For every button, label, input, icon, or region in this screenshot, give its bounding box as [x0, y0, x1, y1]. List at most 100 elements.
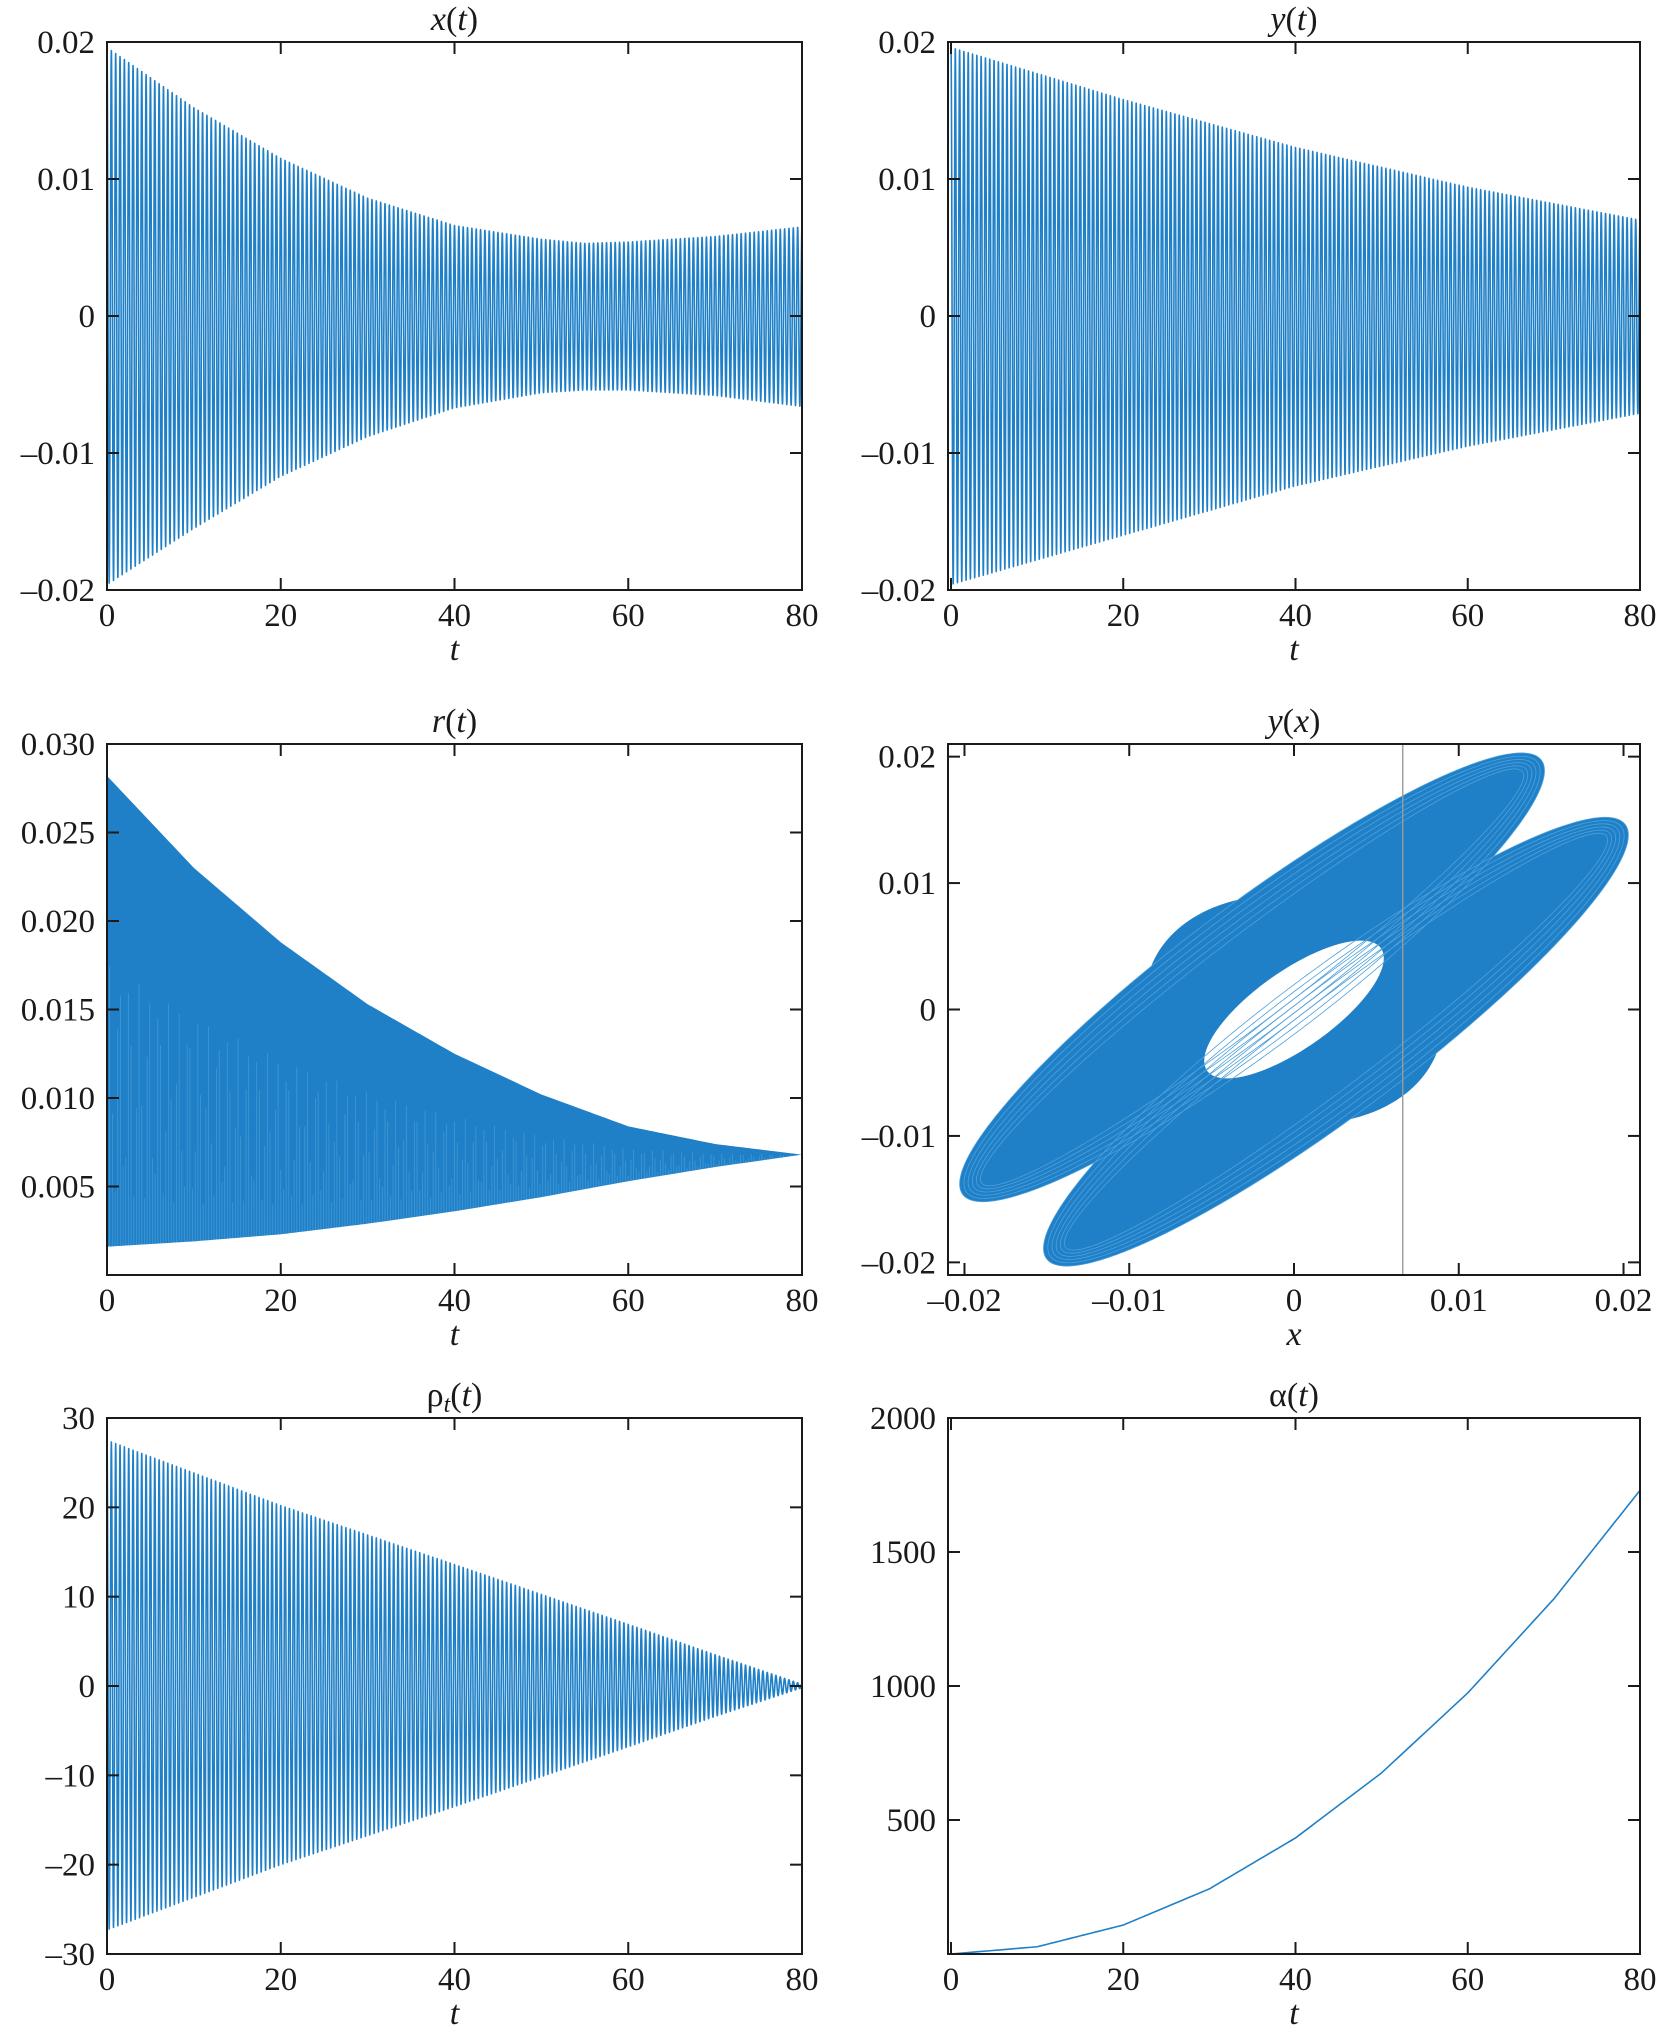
- series-line-x: [107, 47, 802, 584]
- x-axis-label: t: [450, 1995, 461, 2030]
- y-tick-label: 30: [62, 1401, 95, 1437]
- series-texture-r: [107, 966, 800, 1247]
- x-tick-label: 40: [438, 598, 471, 634]
- x-tick-label: 40: [438, 1962, 471, 1998]
- y-tick-label: –0.02: [861, 573, 936, 609]
- x-tick-label: 20: [264, 1283, 297, 1319]
- y-tick-label: 0.01: [878, 162, 936, 198]
- plot-area: [959, 744, 1629, 1275]
- y-tick-label: 0.02: [878, 740, 936, 776]
- x-axis-label: t: [450, 1316, 461, 1353]
- y-tick-label: 0.030: [21, 727, 95, 763]
- x-tick-label: 0: [99, 1962, 116, 1998]
- y-tick-label: –0.02: [20, 573, 95, 609]
- x-axis-label: t: [1289, 631, 1300, 668]
- series-line-y: [950, 47, 1640, 585]
- title-part: ρ: [427, 1377, 444, 1414]
- panel-title: ρt(t): [427, 1377, 483, 1418]
- y-tick-label: –10: [45, 1758, 96, 1794]
- x-tick-label: 0: [99, 1283, 116, 1319]
- x-tick-label: 20: [264, 598, 297, 634]
- title-part: t: [457, 1, 468, 38]
- x-tick-label: 60: [1451, 1962, 1484, 1998]
- x-tick-label: 60: [612, 598, 645, 634]
- y-tick-label: 0.02: [878, 25, 936, 61]
- x-tick-label: 40: [438, 1283, 471, 1319]
- y-tick-label: 500: [887, 1803, 937, 1839]
- y-tick-label: 0.005: [21, 1170, 95, 1206]
- title-part: y: [1265, 703, 1284, 740]
- x-tick-label: 80: [786, 1283, 819, 1319]
- title-part: x: [1293, 703, 1309, 740]
- panel-title: y(x): [1265, 703, 1321, 740]
- y-tick-label: –0.01: [861, 436, 936, 472]
- title-part: t: [1298, 1377, 1309, 1414]
- y-tick-label: –0.01: [20, 436, 95, 472]
- title-part: r: [432, 703, 446, 740]
- x-tick-label: 0: [1286, 1283, 1303, 1319]
- y-tick-label: 0: [920, 993, 937, 1029]
- y-tick-label: 0.025: [21, 816, 95, 852]
- plot-area: [950, 47, 1640, 585]
- x-tick-label: 0.01: [1430, 1283, 1488, 1319]
- x-tick-label: 60: [1451, 598, 1484, 634]
- title-part: (: [1285, 1, 1296, 38]
- x-axis-label: t: [1289, 1995, 1300, 2030]
- y-tick-label: 0: [79, 1669, 96, 1705]
- plot-area: [950, 1489, 1640, 1954]
- x-tick-label: 60: [612, 1283, 645, 1319]
- x-tick-label: 80: [1624, 598, 1657, 634]
- title-part: (: [1283, 703, 1294, 740]
- phase-loop: [1051, 823, 1621, 1260]
- x-tick-label: 0: [943, 1962, 960, 1998]
- title-part: t: [456, 703, 467, 740]
- title-part: ): [467, 1, 478, 38]
- title-part: (: [445, 703, 456, 740]
- y-tick-label: 2000: [870, 1401, 936, 1437]
- panel-title: α(t): [1269, 1377, 1319, 1414]
- title-part: t: [1297, 1, 1308, 38]
- x-tick-label: 20: [264, 1962, 297, 1998]
- x-tick-label: 0: [99, 598, 116, 634]
- y-tick-label: 1500: [870, 1535, 936, 1571]
- y-tick-label: –0.02: [861, 1245, 936, 1281]
- x-tick-label: 60: [612, 1962, 645, 1998]
- series-line-alpha: [950, 1489, 1640, 1954]
- y-tick-label: 0: [79, 299, 96, 335]
- title-part: (: [446, 1, 457, 38]
- panel-title: y(t): [1267, 1, 1317, 38]
- plot-area: [107, 47, 802, 584]
- x-tick-label: 80: [786, 598, 819, 634]
- x-tick-label: –0.01: [1091, 1283, 1166, 1319]
- y-tick-label: 1000: [870, 1669, 936, 1705]
- phase-loop: [963, 755, 1541, 1199]
- title-part: t: [462, 1377, 473, 1414]
- y-tick-label: 0: [920, 299, 937, 335]
- phase-loop: [1055, 826, 1617, 1257]
- x-axis-label: t: [450, 631, 461, 668]
- x-tick-label: 40: [1279, 598, 1312, 634]
- x-tick-label: 40: [1279, 1962, 1312, 1998]
- plot-frame: [947, 1417, 1641, 1955]
- title-part: x: [430, 1, 446, 38]
- y-tick-label: 0.01: [878, 866, 936, 902]
- y-tick-label: –20: [45, 1848, 96, 1884]
- panel-title: x(t): [430, 1, 478, 38]
- title-part: α: [1269, 1377, 1287, 1414]
- y-tick-label: –0.01: [861, 1119, 936, 1155]
- title-part: (: [450, 1377, 461, 1414]
- title-part: t: [444, 1392, 452, 1418]
- x-tick-label: 80: [786, 1962, 819, 1998]
- series-band-r: [107, 775, 802, 1247]
- y-tick-label: 0.01: [37, 162, 95, 198]
- x-tick-label: 0: [943, 598, 960, 634]
- series-line-rho: [107, 1440, 802, 1930]
- phase-loop: [971, 762, 1533, 1193]
- y-tick-label: 0.015: [21, 993, 95, 1029]
- title-part: ): [471, 1377, 482, 1414]
